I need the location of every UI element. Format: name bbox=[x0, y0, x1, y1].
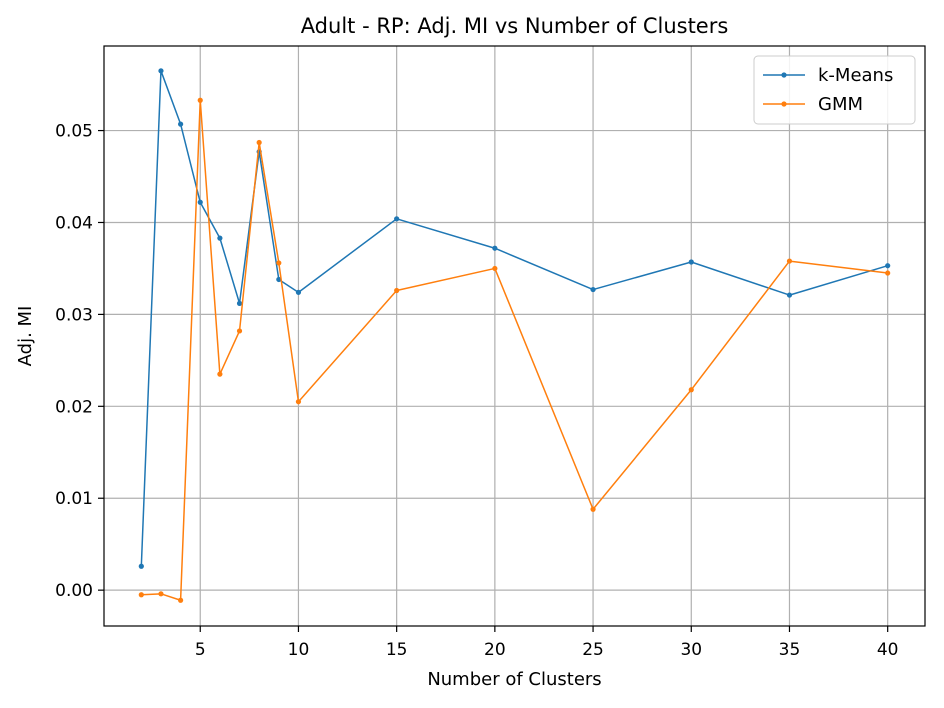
x-tick-label: 15 bbox=[386, 640, 408, 660]
data-point-k-means bbox=[295, 289, 302, 295]
y-tick-label: 0.02 bbox=[55, 397, 93, 417]
data-point-gmm bbox=[394, 287, 400, 294]
legend-marker-kmeans bbox=[781, 72, 787, 78]
data-point-gmm bbox=[217, 371, 223, 377]
x-tick-label: 20 bbox=[484, 640, 506, 660]
chart-title: Adult - RP: Adj. MI vs Number of Cluster… bbox=[301, 14, 729, 38]
data-point-gmm bbox=[256, 139, 262, 146]
data-point-k-means bbox=[786, 292, 793, 298]
y-tick-label: 0.03 bbox=[55, 305, 93, 325]
data-point-k-means bbox=[885, 263, 891, 269]
plot-area-frame bbox=[103, 45, 926, 627]
data-point-gmm bbox=[492, 265, 498, 272]
data-point-k-means bbox=[197, 199, 203, 205]
y-tick-label: 0.00 bbox=[55, 581, 93, 601]
legend-label-gmm: GMM bbox=[818, 94, 863, 115]
x-axis-label: Number of Clusters bbox=[427, 669, 601, 690]
data-point-gmm bbox=[276, 260, 282, 266]
x-tick-label: 35 bbox=[779, 640, 801, 660]
grid bbox=[104, 46, 925, 626]
legend-box bbox=[753, 55, 916, 125]
data-point-k-means bbox=[276, 276, 282, 283]
x-tick-label: 30 bbox=[680, 640, 702, 660]
data-point-gmm bbox=[178, 597, 184, 603]
series-layer bbox=[138, 68, 891, 603]
data-point-k-means bbox=[590, 286, 596, 293]
data-point-k-means bbox=[688, 259, 694, 265]
data-point-gmm bbox=[590, 506, 596, 512]
x-tick-label: 25 bbox=[582, 640, 604, 660]
y-axis-label: Adj. MI bbox=[15, 306, 36, 367]
data-point-k-means bbox=[138, 563, 144, 569]
data-point-k-means bbox=[492, 245, 498, 251]
data-point-k-means bbox=[178, 121, 184, 127]
x-tick-label: 40 bbox=[877, 640, 899, 660]
data-point-gmm bbox=[236, 328, 243, 334]
legend-marker-gmm bbox=[781, 101, 787, 107]
data-point-gmm bbox=[786, 258, 793, 264]
data-point-k-means bbox=[394, 216, 400, 222]
x-tick-label: 5 bbox=[195, 640, 206, 660]
data-point-gmm bbox=[295, 399, 302, 405]
data-point-gmm bbox=[885, 270, 891, 276]
data-point-gmm bbox=[158, 591, 164, 597]
axis-ticks: 5 10 15 20 25 30 35 40 0.00 0.01 0.02 0.03 0.04 0.05 bbox=[55, 122, 898, 660]
data-point-gmm bbox=[688, 387, 694, 393]
y-tick-label: 0.05 bbox=[55, 122, 93, 142]
legend: k-Means GMM bbox=[753, 55, 916, 125]
data-point-k-means bbox=[236, 300, 243, 306]
x-tick-label: 10 bbox=[288, 640, 310, 660]
data-point-k-means bbox=[217, 235, 223, 241]
data-point-k-means bbox=[158, 68, 164, 74]
data-point-gmm bbox=[138, 592, 144, 598]
y-tick-label: 0.01 bbox=[55, 489, 93, 509]
y-tick-label: 0.04 bbox=[55, 213, 93, 233]
data-point-gmm bbox=[197, 97, 203, 103]
legend-label-kmeans: k-Means bbox=[818, 65, 893, 86]
